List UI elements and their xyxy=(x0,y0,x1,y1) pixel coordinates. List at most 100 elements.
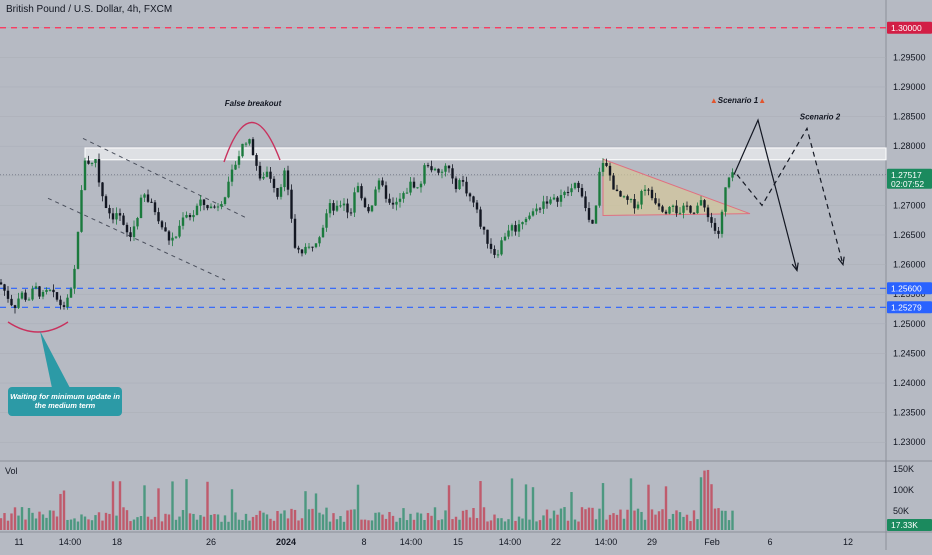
candle-body xyxy=(405,192,409,194)
volume-bar xyxy=(237,519,241,530)
volume-bar xyxy=(479,481,482,530)
candle-body xyxy=(115,213,118,220)
candle-body xyxy=(426,165,430,167)
candle-body xyxy=(573,182,577,189)
candle-body xyxy=(283,170,286,188)
candle-body xyxy=(566,191,570,193)
candle-body xyxy=(549,199,552,204)
candle-body xyxy=(6,290,10,299)
candle-body xyxy=(45,289,48,292)
candle-body xyxy=(346,203,349,213)
volume-bar xyxy=(419,513,423,530)
volume-bar xyxy=(622,518,626,530)
candle-body xyxy=(626,196,629,200)
volume-bar xyxy=(248,520,251,530)
candle-body xyxy=(706,207,710,218)
arrow-head xyxy=(837,256,845,267)
candle-body xyxy=(521,222,524,225)
y-tick-label: 1.25000 xyxy=(893,319,926,329)
candle-body xyxy=(647,189,650,191)
volume-bar xyxy=(41,514,45,530)
arrow-head xyxy=(791,262,799,273)
volume-bar xyxy=(206,481,209,530)
volume-bar xyxy=(409,513,412,530)
volume-bar xyxy=(265,514,269,530)
volume-bar xyxy=(731,510,734,530)
candle-body xyxy=(724,187,727,212)
volume-series xyxy=(0,469,734,530)
candle-body xyxy=(605,162,608,166)
volume-bar xyxy=(391,515,395,530)
bottom-arc xyxy=(7,321,69,333)
volume-bar xyxy=(279,513,283,530)
volume-bar xyxy=(664,486,668,530)
volume-bar xyxy=(370,520,374,530)
candle-body xyxy=(125,224,129,233)
volume-bar xyxy=(227,521,230,530)
volume-bar xyxy=(293,509,297,530)
candle-body xyxy=(69,288,73,298)
volume-label: Vol xyxy=(5,466,18,476)
candle-body xyxy=(94,159,97,163)
candle-body xyxy=(384,185,388,199)
volume-bar xyxy=(496,518,500,530)
candle-body xyxy=(577,182,580,188)
candle-body xyxy=(157,212,160,222)
volume-bar xyxy=(717,508,720,530)
volume-bar xyxy=(353,509,356,530)
y-tick-label: 1.26500 xyxy=(893,230,926,240)
volume-bar xyxy=(300,518,304,530)
volume-bar xyxy=(192,513,195,530)
volume-bar xyxy=(594,519,598,530)
candle-body xyxy=(668,206,671,214)
candle-body xyxy=(493,248,496,255)
candle-body xyxy=(27,299,31,301)
x-tick-label: 14:00 xyxy=(59,537,82,547)
x-tick-label: 11 xyxy=(14,537,23,547)
volume-bar xyxy=(503,521,507,530)
volume-bar xyxy=(188,513,192,530)
candle-body xyxy=(479,209,482,227)
volume-bar xyxy=(262,512,265,530)
candle-body xyxy=(451,168,454,179)
volume-bar xyxy=(601,483,605,530)
candle-body xyxy=(132,226,136,237)
candle-body xyxy=(675,205,678,214)
volume-bar xyxy=(157,488,160,530)
candle-body xyxy=(703,200,706,208)
candle-body xyxy=(563,191,566,196)
callout-box: Waiting for minimum update in the medium… xyxy=(8,387,122,416)
candle-body xyxy=(188,215,192,218)
volume-bar xyxy=(20,507,24,530)
volume-bar xyxy=(363,519,367,530)
candle-body xyxy=(202,199,206,206)
candle-body xyxy=(17,298,20,308)
volume-bar xyxy=(654,514,657,530)
volume-bar xyxy=(216,514,220,530)
volume-bar xyxy=(164,513,167,530)
candle-body xyxy=(633,199,636,209)
candle-body xyxy=(90,162,94,164)
volume-bar xyxy=(384,518,388,530)
candle-body xyxy=(276,187,279,197)
candle-body xyxy=(657,203,661,207)
volume-bar xyxy=(199,515,202,530)
x-tick-label: 8 xyxy=(361,537,366,547)
candle-body xyxy=(262,176,265,179)
volume-bar xyxy=(542,515,545,530)
volume-bar xyxy=(181,510,185,530)
resistance-badge-text: 1.30000 xyxy=(891,23,922,33)
current-price-badge-text: 1.27517 xyxy=(891,170,922,180)
volume-bar xyxy=(314,493,318,530)
volume-bar xyxy=(703,470,706,530)
candle-body xyxy=(10,298,13,306)
x-tick-label: 14:00 xyxy=(400,537,423,547)
volume-bar xyxy=(685,514,689,530)
volume-bar xyxy=(678,512,682,530)
candle-body xyxy=(297,247,300,250)
candle-body xyxy=(328,203,332,214)
candle-body xyxy=(150,201,153,203)
